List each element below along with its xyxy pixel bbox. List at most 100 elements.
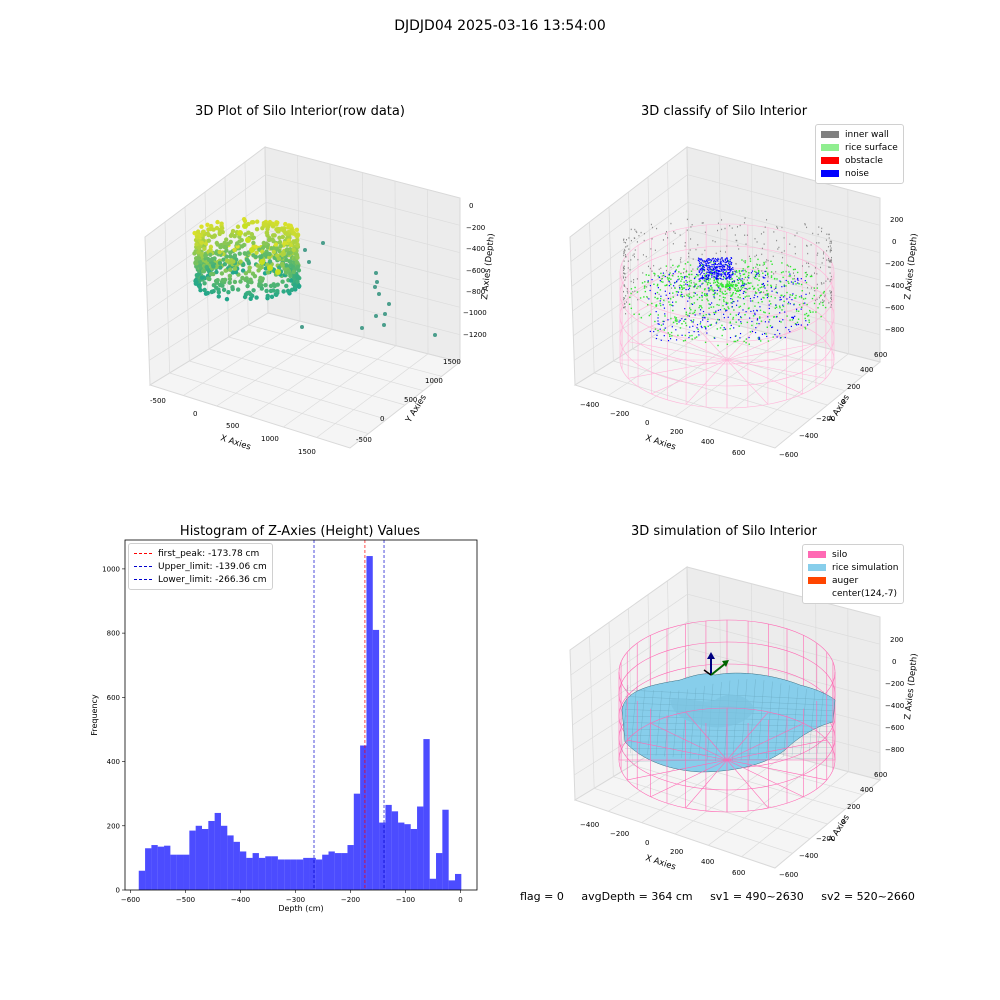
noise-point bbox=[712, 266, 714, 268]
data-point bbox=[294, 227, 300, 233]
surface-point bbox=[707, 318, 709, 320]
noise-point bbox=[723, 273, 725, 275]
wall-point bbox=[679, 259, 681, 261]
wall-point bbox=[693, 281, 695, 284]
noise-point bbox=[713, 272, 716, 274]
wall-point bbox=[796, 232, 798, 234]
surface-point bbox=[713, 294, 715, 296]
surface-point bbox=[630, 288, 633, 290]
legend-item: silo bbox=[808, 548, 898, 561]
surface-point bbox=[710, 324, 712, 326]
wall-point bbox=[660, 267, 662, 269]
noise-point bbox=[740, 285, 743, 287]
surface-point bbox=[660, 297, 662, 300]
classify-xtick: −400 bbox=[580, 401, 599, 409]
noise-point bbox=[742, 297, 745, 300]
data-point bbox=[263, 222, 268, 227]
wall-point bbox=[745, 243, 747, 245]
simulation-xtick: 200 bbox=[670, 848, 683, 856]
histogram-reference-lines bbox=[313, 540, 385, 890]
surface-point bbox=[795, 283, 797, 285]
noise-point bbox=[709, 270, 711, 272]
classify-legend: inner wall rice surface obstacle noise bbox=[815, 124, 904, 184]
noise-point bbox=[716, 277, 719, 280]
classify-xtick: 400 bbox=[701, 438, 714, 446]
noise-point bbox=[699, 313, 701, 315]
surface-point bbox=[699, 279, 701, 282]
data-point bbox=[239, 237, 244, 243]
noise-point bbox=[706, 261, 709, 263]
wall-point bbox=[830, 247, 832, 249]
noise-point bbox=[685, 283, 687, 285]
wall-point bbox=[829, 249, 831, 252]
wall-point bbox=[636, 278, 638, 280]
mesh-line bbox=[638, 688, 646, 755]
wall-point bbox=[829, 251, 831, 253]
surface-point bbox=[692, 286, 695, 288]
noise-point bbox=[714, 337, 716, 339]
surface-point bbox=[670, 317, 672, 320]
noise-point bbox=[712, 269, 714, 271]
noise-point bbox=[728, 275, 730, 277]
rice-simulation-surface bbox=[621, 672, 836, 773]
wall-point bbox=[829, 240, 831, 243]
figure-title: DJDJD04 2025-03-16 13:54:00 bbox=[394, 18, 606, 34]
surface-point bbox=[770, 285, 773, 288]
surface-point bbox=[722, 296, 725, 299]
wall-point bbox=[724, 251, 726, 253]
data-point bbox=[387, 302, 391, 306]
histogram-bar bbox=[233, 841, 240, 890]
surface-point bbox=[775, 306, 778, 308]
wall-point bbox=[638, 234, 640, 237]
silo-spoke bbox=[685, 359, 728, 405]
noise-point bbox=[657, 317, 659, 319]
noise-point bbox=[696, 324, 699, 326]
noise-point bbox=[742, 270, 744, 272]
noise-point bbox=[722, 278, 724, 281]
surface-point bbox=[742, 268, 744, 270]
surface-point bbox=[805, 275, 807, 278]
wall-point bbox=[736, 226, 738, 228]
surface-point bbox=[676, 319, 678, 321]
noise-point bbox=[698, 259, 700, 261]
surface-point bbox=[766, 267, 768, 269]
noise-point bbox=[748, 336, 750, 339]
wall-point bbox=[689, 249, 691, 251]
noise-point bbox=[727, 272, 729, 274]
noise-point bbox=[688, 336, 690, 339]
wall-point bbox=[678, 285, 680, 287]
noise-point bbox=[791, 299, 793, 301]
simulation-ztick: −400 bbox=[885, 702, 904, 710]
noise-point bbox=[721, 257, 723, 259]
histogram-bar bbox=[353, 793, 361, 890]
histogram-frame bbox=[124, 539, 478, 891]
data-point bbox=[276, 226, 281, 232]
surface-point bbox=[659, 289, 662, 291]
noise-point bbox=[688, 297, 690, 299]
surface-point bbox=[754, 292, 757, 294]
surface-point bbox=[705, 295, 707, 297]
noise-point bbox=[724, 261, 726, 263]
surface-point bbox=[716, 303, 718, 306]
wall-point bbox=[630, 280, 632, 283]
surface-point bbox=[679, 288, 681, 290]
noise-point bbox=[771, 290, 773, 292]
noise-point bbox=[699, 265, 701, 267]
noise-point bbox=[754, 331, 757, 334]
wall-point bbox=[762, 264, 764, 266]
surface-point bbox=[759, 316, 761, 318]
noise-point bbox=[719, 273, 722, 275]
surface-point bbox=[705, 281, 707, 283]
noise-point bbox=[717, 266, 719, 268]
wall-point bbox=[830, 275, 832, 278]
surface-point bbox=[782, 276, 784, 279]
wall-point bbox=[624, 279, 626, 281]
noise-point bbox=[738, 319, 740, 321]
wall-point bbox=[767, 276, 769, 278]
wall-point bbox=[625, 313, 627, 315]
data-point bbox=[199, 251, 205, 257]
wall-point bbox=[626, 245, 628, 247]
surface-point bbox=[770, 275, 773, 277]
surface-point bbox=[674, 320, 677, 322]
surface-point bbox=[822, 304, 824, 307]
